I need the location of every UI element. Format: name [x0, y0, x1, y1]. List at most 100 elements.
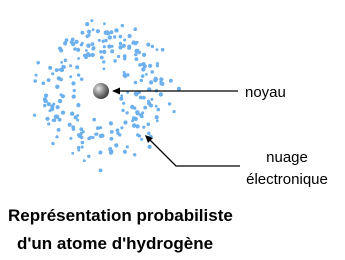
cloud-dot — [104, 39, 107, 42]
cloud-dot — [76, 114, 79, 117]
cloud-dot — [56, 105, 60, 109]
nucleus-label: noyau — [245, 84, 286, 101]
cloud-dot — [42, 82, 46, 86]
cloud-dot — [99, 169, 103, 173]
cloud-dot — [82, 130, 85, 133]
cloud-dot — [98, 39, 101, 42]
cloud-dot — [60, 61, 63, 64]
cloud-dot — [155, 115, 159, 119]
cloud-dot — [72, 95, 76, 99]
cloud-dot — [128, 34, 132, 38]
cloud-dot — [63, 41, 67, 45]
cloud-dot — [60, 93, 63, 96]
cloud-dot — [110, 137, 114, 141]
cloud-dot — [116, 128, 120, 132]
cloud-dot — [177, 87, 181, 91]
cloud-dot — [173, 110, 176, 113]
cloud-dot — [140, 79, 143, 82]
cloud-dot — [86, 44, 90, 48]
cloud-dot — [47, 78, 51, 82]
cloud-dot — [87, 34, 90, 37]
cloud-dot — [75, 65, 79, 69]
cloud-dot — [108, 36, 112, 40]
cloud-dot — [146, 43, 150, 47]
cloud-dot — [92, 136, 95, 139]
cloud-dot — [48, 109, 51, 112]
cloud-dot — [130, 105, 134, 109]
page: noyau nuage électronique Représentation … — [0, 0, 345, 260]
cloud-dot — [70, 112, 74, 116]
cloud-dot — [102, 50, 106, 54]
cloud-dot — [123, 71, 126, 74]
cloud-dot — [81, 31, 85, 35]
cloud-dot — [147, 101, 151, 105]
cloud-dot — [137, 51, 141, 55]
cloud-dot — [123, 54, 127, 58]
cloud-dot — [126, 111, 129, 114]
cloud-dot — [51, 72, 54, 75]
cloud-dot — [71, 81, 75, 85]
cloud-dot — [109, 30, 113, 34]
cloud-dot — [77, 57, 80, 60]
cloud-dot — [87, 155, 90, 158]
cloud-dot — [77, 73, 80, 76]
cloud-dot — [119, 42, 122, 45]
cloud-dot — [58, 118, 62, 122]
cloud-dot — [113, 35, 116, 38]
cloud-dot — [111, 50, 114, 53]
cloud-dot — [59, 78, 63, 82]
cloud-dot — [55, 85, 59, 89]
cloud-dot — [72, 128, 75, 131]
cloud-dot — [98, 151, 102, 155]
cloud-dot — [81, 141, 85, 145]
cloud-dot — [100, 56, 104, 60]
cloud-dot — [95, 133, 98, 136]
cloud-dot — [45, 117, 49, 121]
cloud-dot — [145, 73, 148, 76]
cloud-dot — [110, 45, 113, 48]
cloud-dot — [159, 77, 163, 81]
cloud-dot — [121, 109, 124, 112]
cloud-dot — [47, 102, 51, 106]
cloud-dot — [134, 53, 137, 56]
cloud-dot — [120, 126, 123, 129]
cloud-dot — [131, 119, 134, 122]
cloud-dot — [83, 159, 86, 162]
cloud-dot — [80, 78, 83, 81]
cloud-dot — [58, 47, 62, 51]
cloud-dot — [79, 127, 83, 131]
cloud-dot — [135, 57, 139, 61]
cloud-dot — [168, 102, 171, 105]
cloud-dot — [75, 40, 79, 44]
cloud-dot — [91, 47, 95, 51]
cloud-dot — [155, 105, 158, 108]
cloud-dot — [114, 143, 118, 147]
cloud-dot — [77, 133, 80, 136]
cloud-dot — [68, 123, 72, 127]
cloud-dot — [90, 19, 93, 22]
cloud-dot — [123, 39, 126, 42]
cloud-dot — [43, 104, 46, 107]
cloud-dot — [156, 48, 159, 51]
cloud-dot — [126, 145, 129, 148]
cloud-dot — [156, 62, 159, 65]
cloud-dot — [161, 48, 165, 52]
cloud-dot — [99, 50, 102, 53]
cloud-dot — [33, 114, 36, 117]
cloud-dot — [143, 106, 147, 110]
cloud-dot — [133, 153, 136, 156]
cloud-dot — [140, 138, 143, 141]
cloud-dot — [134, 117, 138, 121]
cloud-dot — [147, 132, 150, 135]
cloud-dot — [48, 66, 52, 70]
cloud-dot — [62, 65, 66, 69]
cloud-dot — [71, 152, 74, 155]
cloud-dot — [142, 96, 146, 100]
cloud-dot — [85, 49, 88, 52]
cloud-dot — [73, 47, 76, 50]
cloud-dot — [142, 126, 145, 129]
cloud-dot — [77, 149, 80, 152]
cloud-dot — [117, 55, 120, 58]
cloud-dot — [134, 81, 138, 85]
cloud-dot — [122, 102, 125, 105]
